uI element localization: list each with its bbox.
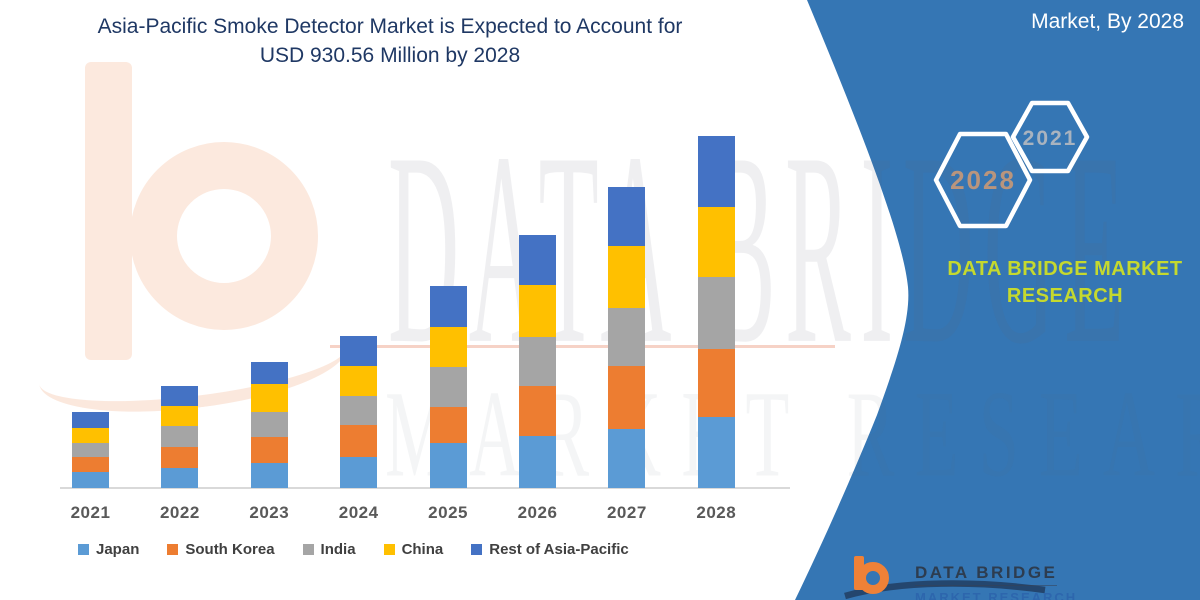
footer-logo-b-bowl [857,562,889,594]
footer-brand-sub: MARKET RESEARCH [915,590,1078,600]
x-axis-line [60,487,790,489]
hexagon-2028-label: 2028 [950,165,1016,195]
chart-legend: Japan South Korea India China Rest of Asia-P… [78,541,629,558]
chart-title-line1: Asia-Pacific Smoke Detector Market is Ex… [97,15,683,38]
legend-label-china: China [401,541,444,558]
hexagon-2021 [1010,100,1090,174]
footer-brand-name: DATA BRIDGE [915,563,1058,586]
legend-swatch-china [383,544,395,555]
legend-item-japan: Japan [78,541,139,558]
legend-item-rest-of-asia-pacific: Rest of Asia-Pacific [471,541,629,558]
legend-swatch-rest-of-asia-pacific [471,544,483,555]
legend-swatch-india [302,544,314,555]
panel-brand-text: DATA BRIDGE MARKET RESEARCH [935,256,1195,310]
chart-title: Asia-Pacific Smoke Detector Market is Ex… [25,12,755,70]
legend-label-rest-of-asia-pacific: Rest of Asia-Pacific [489,541,629,558]
legend-label-south-korea: South Korea [185,541,275,558]
hexagon-badges: 2028 2021 [933,100,1090,229]
side-panel-curve [795,0,1200,600]
hexagon-2021-label: 2021 [1023,127,1078,150]
panel-brand-line2: RESEARCH [1006,285,1124,307]
panel-brand-line1: DATA BRIDGE MARKET [947,258,1183,280]
legend-item-india: India [302,541,356,558]
legend-swatch-japan [78,544,89,555]
footer-logo-icon [844,556,1046,600]
panel-heading: Market, By 2028 [1031,10,1184,33]
hexagon-2028 [933,131,1033,229]
legend-swatch-south-korea [167,544,179,555]
legend-item-south-korea: South Korea [167,541,275,558]
chart-title-line2: USD 930.56 Million by 2028 [259,44,521,67]
legend-label-japan: Japan [96,541,140,558]
legend-item-china: China [383,541,444,558]
legend-label-india: India [320,541,356,558]
